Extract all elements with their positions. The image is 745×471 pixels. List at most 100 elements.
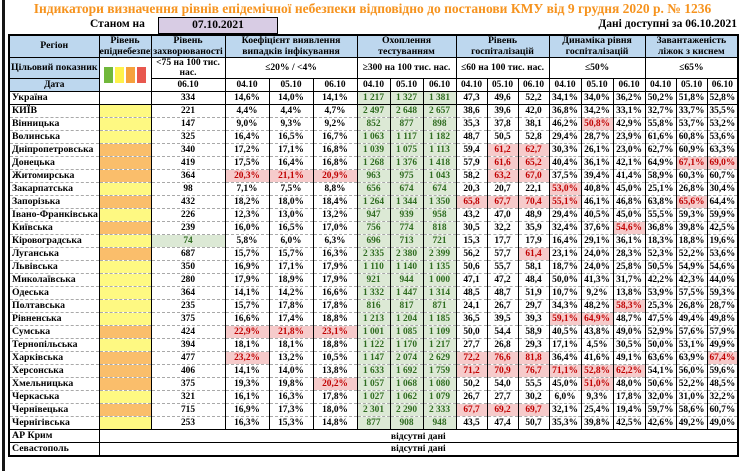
data-cell: 36,5	[455, 312, 488, 326]
data-cell: 19,8%	[268, 377, 313, 391]
data-cell: 36,8%	[644, 221, 677, 235]
data-cell: 57,6%	[675, 325, 708, 339]
data-cell: 44,0%	[706, 273, 739, 287]
data-cell: 15,7%	[224, 299, 269, 313]
date-cell: 06.10	[312, 78, 358, 92]
data-cell: 47,5%	[644, 312, 677, 326]
data-cell: 64,9%	[644, 156, 677, 170]
data-cell: 28,3%	[612, 247, 646, 261]
epi-level-cell	[98, 169, 151, 183]
epi-level-cell	[98, 325, 151, 339]
data-cell: 49,2%	[675, 416, 708, 430]
data-cell: 656	[356, 182, 390, 196]
page-title: Індикатори визначення рівнів епідемічної…	[33, 1, 712, 16]
table-row: Івано-Франківська 226 12,3% 13,0% 13,2% 947 93…	[8, 208, 739, 222]
data-cell: 39,5	[486, 312, 519, 326]
data-cell: 25,8%	[612, 260, 646, 274]
table-row: Хмельницька 375 19,3% 19,8% 20,2% 1 057 1 068 1…	[8, 377, 739, 391]
table-row: Херсонська 406 14,1% 14,0% 13,8% 1 633 1 692 1 …	[8, 364, 739, 378]
data-cell: 1 350	[422, 195, 457, 209]
data-cell: 340	[150, 143, 225, 157]
table-row: Черкаська 321 16,1% 16,3% 17,8% 1 027 1 062 1 0…	[8, 390, 739, 404]
data-cell: 17,3%	[268, 403, 313, 417]
data-cell: 65,2	[517, 156, 550, 170]
data-cell: 42,5%	[706, 221, 739, 235]
date-cell: 04.10	[644, 78, 677, 92]
epi-level-cell	[98, 156, 151, 170]
table-row: Дніпропетровська 340 17,2% 17,1% 16,8% 1 039 1…	[8, 143, 739, 157]
data-cell: 48,0%	[612, 377, 646, 391]
data-cell: 25,1%	[644, 182, 677, 196]
data-cell: 19,6%	[706, 234, 739, 248]
data-cell: 25,4%	[580, 403, 614, 417]
region-name-cell: Івано-Франківська	[8, 208, 99, 222]
data-cell: 852	[356, 117, 390, 131]
date-cell: 04.10	[455, 78, 488, 92]
data-cell: 14,0%	[268, 364, 313, 378]
target-detection: ≤20% / <4%	[224, 57, 358, 79]
data-cell: 37,5%	[548, 169, 582, 183]
data-cell: 58,6%	[675, 403, 708, 417]
data-cell: 1 075	[389, 143, 423, 157]
data-cell: 14,6%	[224, 91, 269, 105]
data-cell: 14,1%	[312, 91, 357, 105]
data-cell: 713	[389, 234, 423, 248]
region-name-cell: Вінницька	[8, 117, 99, 131]
data-cell: 38,6	[455, 104, 488, 118]
data-cell: 16,0%	[224, 221, 269, 235]
table-row: Тернопільська 394 18,1% 18,1% 18,8% 1 122 1 17…	[8, 338, 739, 352]
yellow-level-swatch	[115, 66, 124, 83]
region-name-cell: Україна	[8, 91, 99, 105]
data-cell: 50,2	[455, 377, 488, 391]
region-name-cell: Рівненська	[8, 312, 99, 326]
data-cell: 48,2%	[580, 299, 614, 313]
data-cell: 20,9%	[312, 169, 357, 183]
data-cell: 46,2%	[548, 117, 582, 131]
data-cell: 948	[422, 416, 457, 430]
data-cell: 477	[150, 351, 225, 365]
data-cell: 17,1%	[268, 260, 313, 274]
region-name-cell: Київська	[8, 221, 99, 235]
data-cell: 7,1%	[224, 182, 269, 196]
data-cell: 14,1%	[224, 364, 269, 378]
data-cell: 8,8%	[312, 182, 357, 196]
data-cell: 958	[422, 208, 457, 222]
data-cell: 48,5%	[706, 377, 739, 391]
data-cell: 1 204	[389, 312, 423, 326]
data-cell: 424	[150, 325, 225, 339]
data-cell: 963	[356, 169, 390, 183]
data-cell: 35,5%	[706, 104, 739, 118]
data-cell: 16,8%	[312, 156, 357, 170]
data-cell: 15,7%	[268, 247, 313, 261]
data-cell: 71,2	[455, 364, 488, 378]
data-cell: 55,1%	[548, 195, 582, 209]
data-cell: 235	[150, 299, 225, 313]
data-cell: 58,2	[455, 169, 488, 183]
data-cell: 59,9%	[706, 208, 739, 222]
epi-level-cell	[98, 91, 151, 105]
data-cell: 17,9%	[312, 273, 357, 287]
data-cell: 24,0%	[580, 247, 614, 261]
data-cell: 13,8%	[612, 286, 646, 300]
data-cell: 41,3%	[580, 273, 614, 287]
col-incidence: Рівень захворюваності	[150, 34, 226, 58]
data-cell: 24,0%	[580, 260, 614, 274]
as-of-label: Станом на	[90, 18, 145, 30]
region-name-cell: Херсонська	[8, 364, 99, 378]
target-incidence: <75 на 100 тис. нас.	[150, 57, 226, 79]
data-cell: 52,3%	[644, 247, 677, 261]
data-cell: 42,0	[517, 104, 550, 118]
data-cell: 18,1%	[224, 338, 269, 352]
table-row: Чернігівська 253 16,3% 15,3% 14,8% 877 908 948 4…	[8, 416, 739, 430]
data-cell: 54,1%	[644, 364, 677, 378]
data-cell: 24,1	[455, 299, 488, 313]
data-cell: 939	[389, 208, 423, 222]
data-cell: 57,9	[455, 156, 488, 170]
data-cell: 21,8%	[268, 325, 313, 339]
data-cell: 817	[389, 299, 423, 313]
data-cell: 53,6%	[706, 247, 739, 261]
data-cell: 42,3%	[675, 273, 708, 287]
data-cell: 2 380	[389, 247, 423, 261]
no-data-cell: відсутні дані	[98, 429, 739, 443]
table-body: Україна 334 14,6% 14,0% 14,1% 1 217 1 327 1 381…	[8, 91, 739, 456]
